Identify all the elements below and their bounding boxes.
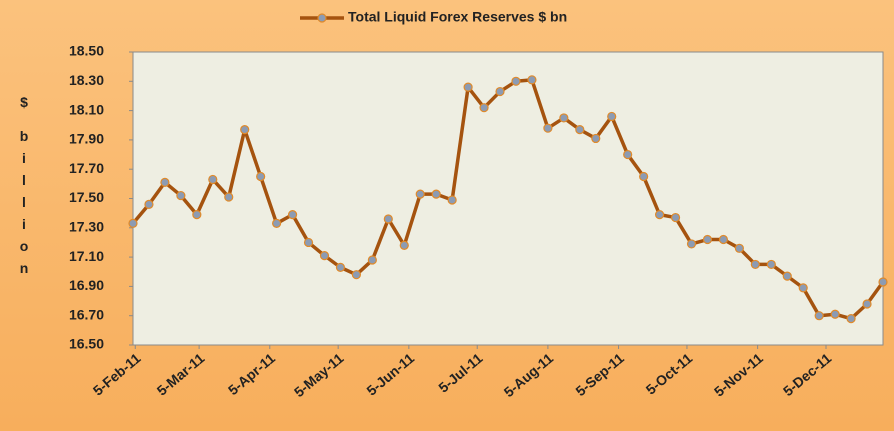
data-point [718,234,729,245]
data-point [351,270,362,280]
data-point [511,76,521,86]
data-point [160,177,170,187]
data-point [495,86,505,97]
data-point [319,251,330,261]
data-point [128,218,138,229]
data-point [256,171,266,182]
data-point [607,111,617,122]
y-tick-label: 17.50 [69,189,104,205]
data-point [750,259,760,270]
data-point [543,123,553,133]
data-point [287,210,298,220]
legend-marker [317,13,327,23]
data-point [846,314,856,324]
data-point [367,255,377,265]
data-point [654,210,665,220]
data-point [878,277,888,287]
y-tick-label: 17.90 [69,131,104,147]
data-point [814,311,824,321]
data-point [463,82,473,92]
legend-label: Total Liquid Forex Reserves $ bn [348,9,567,25]
data-point [734,243,744,253]
data-point [192,210,202,220]
data-point [303,237,314,248]
y-tick-label: 16.70 [69,306,104,322]
data-point [447,195,457,205]
y-tick-label: 17.10 [69,248,104,264]
data-point [559,113,569,123]
y-tick-label: 17.30 [69,219,104,235]
y-tick-label: 18.10 [69,101,104,117]
data-point [527,75,537,85]
data-point [670,212,681,223]
data-point [623,149,633,160]
data-point [144,199,154,209]
data-point [686,239,697,249]
y-tick-label: 17.70 [69,160,104,176]
data-point [830,309,840,319]
y-tick-label: 18.30 [69,72,104,88]
data-point [798,283,808,293]
data-point [224,192,234,202]
y-tick-label: 16.90 [69,277,104,293]
data-point [479,103,489,113]
data-point [272,218,282,229]
data-point [240,125,250,135]
data-point [208,174,218,185]
data-point [766,259,776,270]
data-point [575,125,585,135]
data-point [383,214,393,224]
data-point [591,133,601,144]
data-point [862,299,872,309]
plot-area [132,51,884,346]
y-tick-label: 16.50 [69,336,104,352]
y-axis-label: $ b i l l i o n [20,94,29,276]
data-point [639,171,649,182]
data-point [415,189,425,199]
data-point [399,240,409,250]
data-point [335,262,346,272]
data-point [702,234,713,245]
data-point [176,190,186,201]
data-point [782,271,792,281]
data-point [431,189,441,199]
y-tick-label: 18.50 [69,43,104,59]
